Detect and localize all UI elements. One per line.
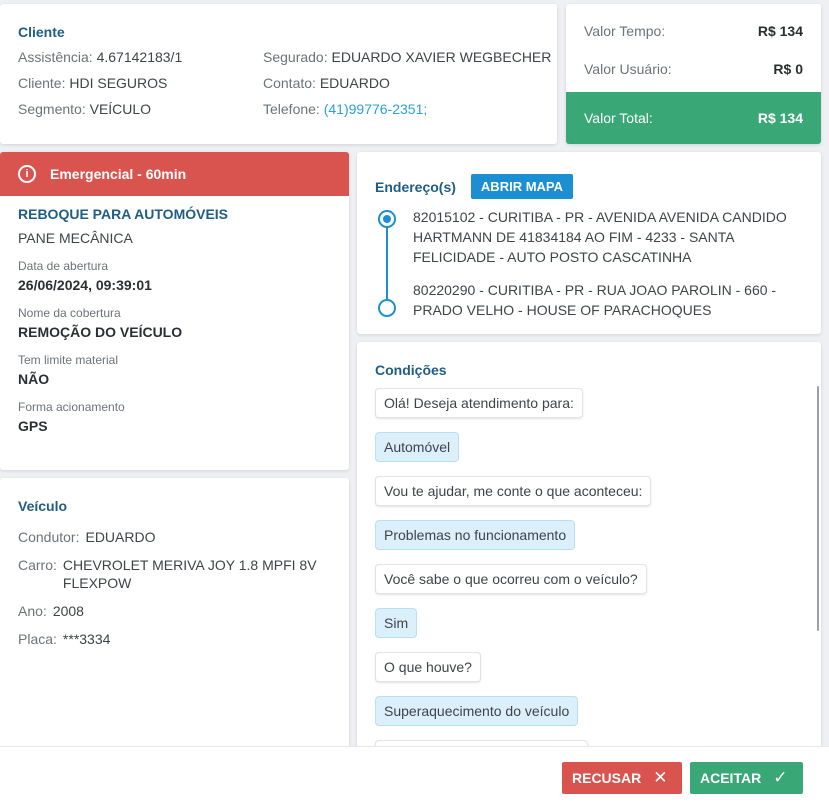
veiculo-card: Veículo Condutor: EDUARDO Carro: CHEVROLET… xyxy=(0,478,349,768)
telefone-link[interactable]: (41)99776-2351; xyxy=(323,101,428,117)
servico-card: i Emergencial - 60min REBOQUE PARA AUTOM… xyxy=(0,152,349,470)
service-subtitle: PANE MECÂNICA xyxy=(18,230,133,246)
ano-value: 2008 xyxy=(52,603,84,619)
assistencia-value: 4.67142183/1 xyxy=(96,49,183,65)
recusar-button[interactable]: RECUSAR ✕ xyxy=(562,762,682,794)
segurado-value: EDUARDO XAVIER WEGBECHER xyxy=(331,49,552,65)
valor-usuario-amount: R$ 0 xyxy=(773,61,803,77)
service-title: REBOQUE PARA AUTOMÓVEIS xyxy=(18,206,229,222)
cliente-row: Cliente: HDI SEGUROS xyxy=(18,75,168,91)
contato-row: Contato: EDUARDO xyxy=(263,75,390,91)
endereco-card: Endereço(s) ABRIR MAPA 82015102 - CURITI… xyxy=(357,152,821,334)
segmento-value: VEÍCULO xyxy=(89,101,152,117)
chat-answer-bubble: Sim xyxy=(375,608,418,638)
emergency-banner: i Emergencial - 60min xyxy=(0,152,349,196)
cliente-card: Cliente Assistência: 4.67142183/1 Segura… xyxy=(0,4,557,144)
data-abertura-label: Data de abertura xyxy=(18,259,109,273)
chat-answer-bubble: Automóvel xyxy=(375,432,460,462)
emergency-label: Emergencial - 60min xyxy=(50,166,187,182)
valor-total-row: Valor Total: R$ 134 xyxy=(566,92,821,144)
abrir-mapa-button[interactable]: ABRIR MAPA xyxy=(470,174,574,199)
assistencia-row: Assistência: 4.67142183/1 xyxy=(18,49,183,65)
ano-row: Ano: 2008 xyxy=(18,603,84,619)
acionamento-value: GPS xyxy=(18,418,48,434)
aceitar-button[interactable]: ACEITAR ✓ xyxy=(690,762,803,794)
segmento-row: Segmento: VEÍCULO xyxy=(18,101,152,117)
chat-answer-bubble: Superaquecimento do veículo xyxy=(375,696,579,726)
veiculo-title: Veículo xyxy=(18,498,68,514)
data-abertura-value: 26/06/2024, 09:39:01 xyxy=(18,277,152,293)
valor-tempo-row: Valor Tempo: R$ 134 xyxy=(584,23,803,39)
cliente-value: HDI SEGUROS xyxy=(69,75,168,91)
carro-row: Carro: CHEVROLET MERIVA JOY 1.8 MPFI 8V F… xyxy=(18,556,331,592)
cobertura-value: REMOÇÃO DO VEÍCULO xyxy=(18,324,183,340)
destination-marker-icon xyxy=(378,299,396,317)
info-icon: i xyxy=(18,165,36,183)
condutor-row: Condutor: EDUARDO xyxy=(18,529,156,545)
chat-scrollbar[interactable] xyxy=(817,386,819,631)
check-icon: ✓ xyxy=(773,768,788,787)
cobertura-label: Nome da cobertura xyxy=(18,306,121,320)
acionamento-label: Forma acionamento xyxy=(18,400,125,414)
placa-value: ***3334 xyxy=(62,631,111,647)
valores-card: Valor Tempo: R$ 134 Valor Usuário: R$ 0 … xyxy=(566,4,821,144)
condicoes-title: Condições xyxy=(375,362,447,378)
contato-value: EDUARDO xyxy=(319,75,390,91)
condutor-value: EDUARDO xyxy=(85,529,156,545)
chat-question-bubble: O que houve? xyxy=(375,652,481,682)
chat-question-bubble: Vou te ajudar, me conte o que aconteceu: xyxy=(375,476,652,506)
carro-value: CHEVROLET MERIVA JOY 1.8 MPFI 8V FLEXPOW xyxy=(62,557,317,591)
origin-marker-icon xyxy=(378,210,396,228)
cliente-title: Cliente xyxy=(18,24,65,40)
close-icon: ✕ xyxy=(653,768,668,787)
valor-total-amount: R$ 134 xyxy=(757,110,803,126)
placa-row: Placa: ***3334 xyxy=(18,631,111,647)
condicoes-card[interactable]: Condições Olá! Deseja atendimento para: A… xyxy=(357,342,821,752)
chat-question-bubble: Olá! Deseja atendimento para: xyxy=(375,388,583,418)
address-timeline: 82015102 - CURITIBA - PR - AVENIDA AVENI… xyxy=(375,207,803,320)
telefone-row: Telefone: (41)99776-2351; xyxy=(263,101,428,117)
chat-answer-bubble: Problemas no funcionamento xyxy=(375,520,576,550)
segurado-row: Segurado: EDUARDO XAVIER WEGBECHER xyxy=(263,49,552,65)
valor-tempo-amount: R$ 134 xyxy=(757,23,803,39)
destination-address: 80220290 - CURITIBA - PR - RUA JOAO PARO… xyxy=(413,282,777,318)
route-line xyxy=(386,227,388,300)
origin-address: 82015102 - CURITIBA - PR - AVENIDA AVENI… xyxy=(413,209,787,265)
limite-value: NÃO xyxy=(18,371,50,387)
chat-list: Olá! Deseja atendimento para: Automóvel Vo… xyxy=(375,388,803,752)
limite-label: Tem limite material xyxy=(18,353,119,367)
valor-usuario-row: Valor Usuário: R$ 0 xyxy=(584,61,803,77)
chat-question-bubble: Você sabe o que ocorreu com o veículo? xyxy=(375,564,647,594)
action-footer: RECUSAR ✕ ACEITAR ✓ xyxy=(0,746,829,806)
endereco-title: Endereço(s) xyxy=(375,178,456,195)
